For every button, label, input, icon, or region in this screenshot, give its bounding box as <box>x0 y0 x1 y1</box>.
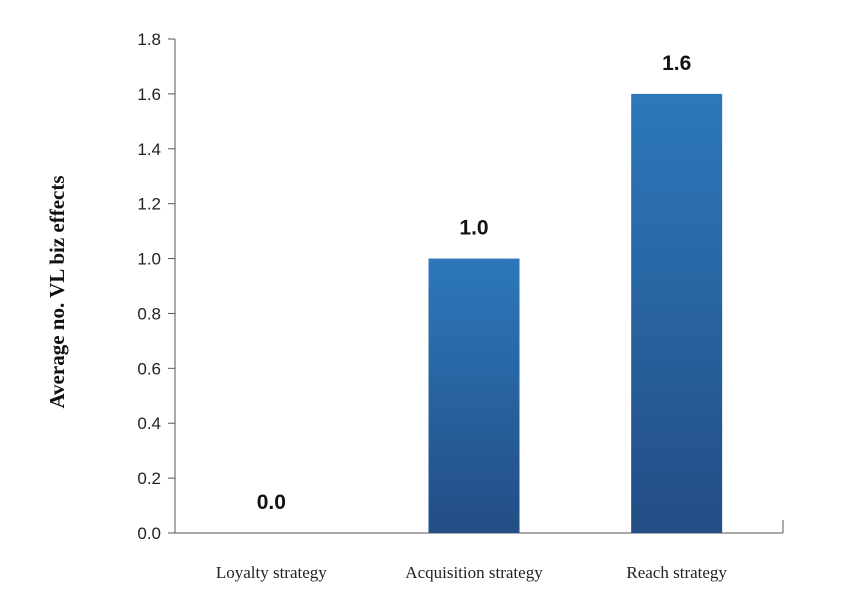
bar <box>631 93 723 533</box>
y-tick-label: 0.6 <box>137 359 161 378</box>
y-axis-title: Average no. VL biz effects <box>45 175 69 408</box>
y-tick-label: 0.4 <box>137 414 161 433</box>
data-labels: 0.0 1.0 1.6 <box>257 52 692 514</box>
x-category-label: Acquisition strategy <box>405 563 543 582</box>
x-axis: Loyalty strategy Acquisition strategy Reac… <box>175 520 784 582</box>
y-tick-label: 1.0 <box>137 250 161 269</box>
y-tick-label: 1.4 <box>137 140 161 159</box>
data-label: 1.6 <box>662 52 691 75</box>
bars <box>428 93 723 533</box>
data-label: 0.0 <box>257 491 286 514</box>
y-tick-label: 0.8 <box>137 304 161 323</box>
y-tick-label: 0.0 <box>137 524 161 543</box>
y-tick-label: 1.2 <box>137 195 161 214</box>
y-tick-label: 1.8 <box>137 30 161 49</box>
x-category-label: Reach strategy <box>626 563 727 582</box>
y-axis: 0.0 0.2 0.4 0.6 0.8 1.0 1.2 1.4 1.6 1.8 <box>137 30 176 543</box>
y-tick-label: 1.6 <box>137 85 161 104</box>
y-tick-label: 0.2 <box>137 469 161 488</box>
x-category-label: Loyalty strategy <box>216 563 327 582</box>
data-label: 1.0 <box>459 217 488 240</box>
bar <box>428 258 520 533</box>
